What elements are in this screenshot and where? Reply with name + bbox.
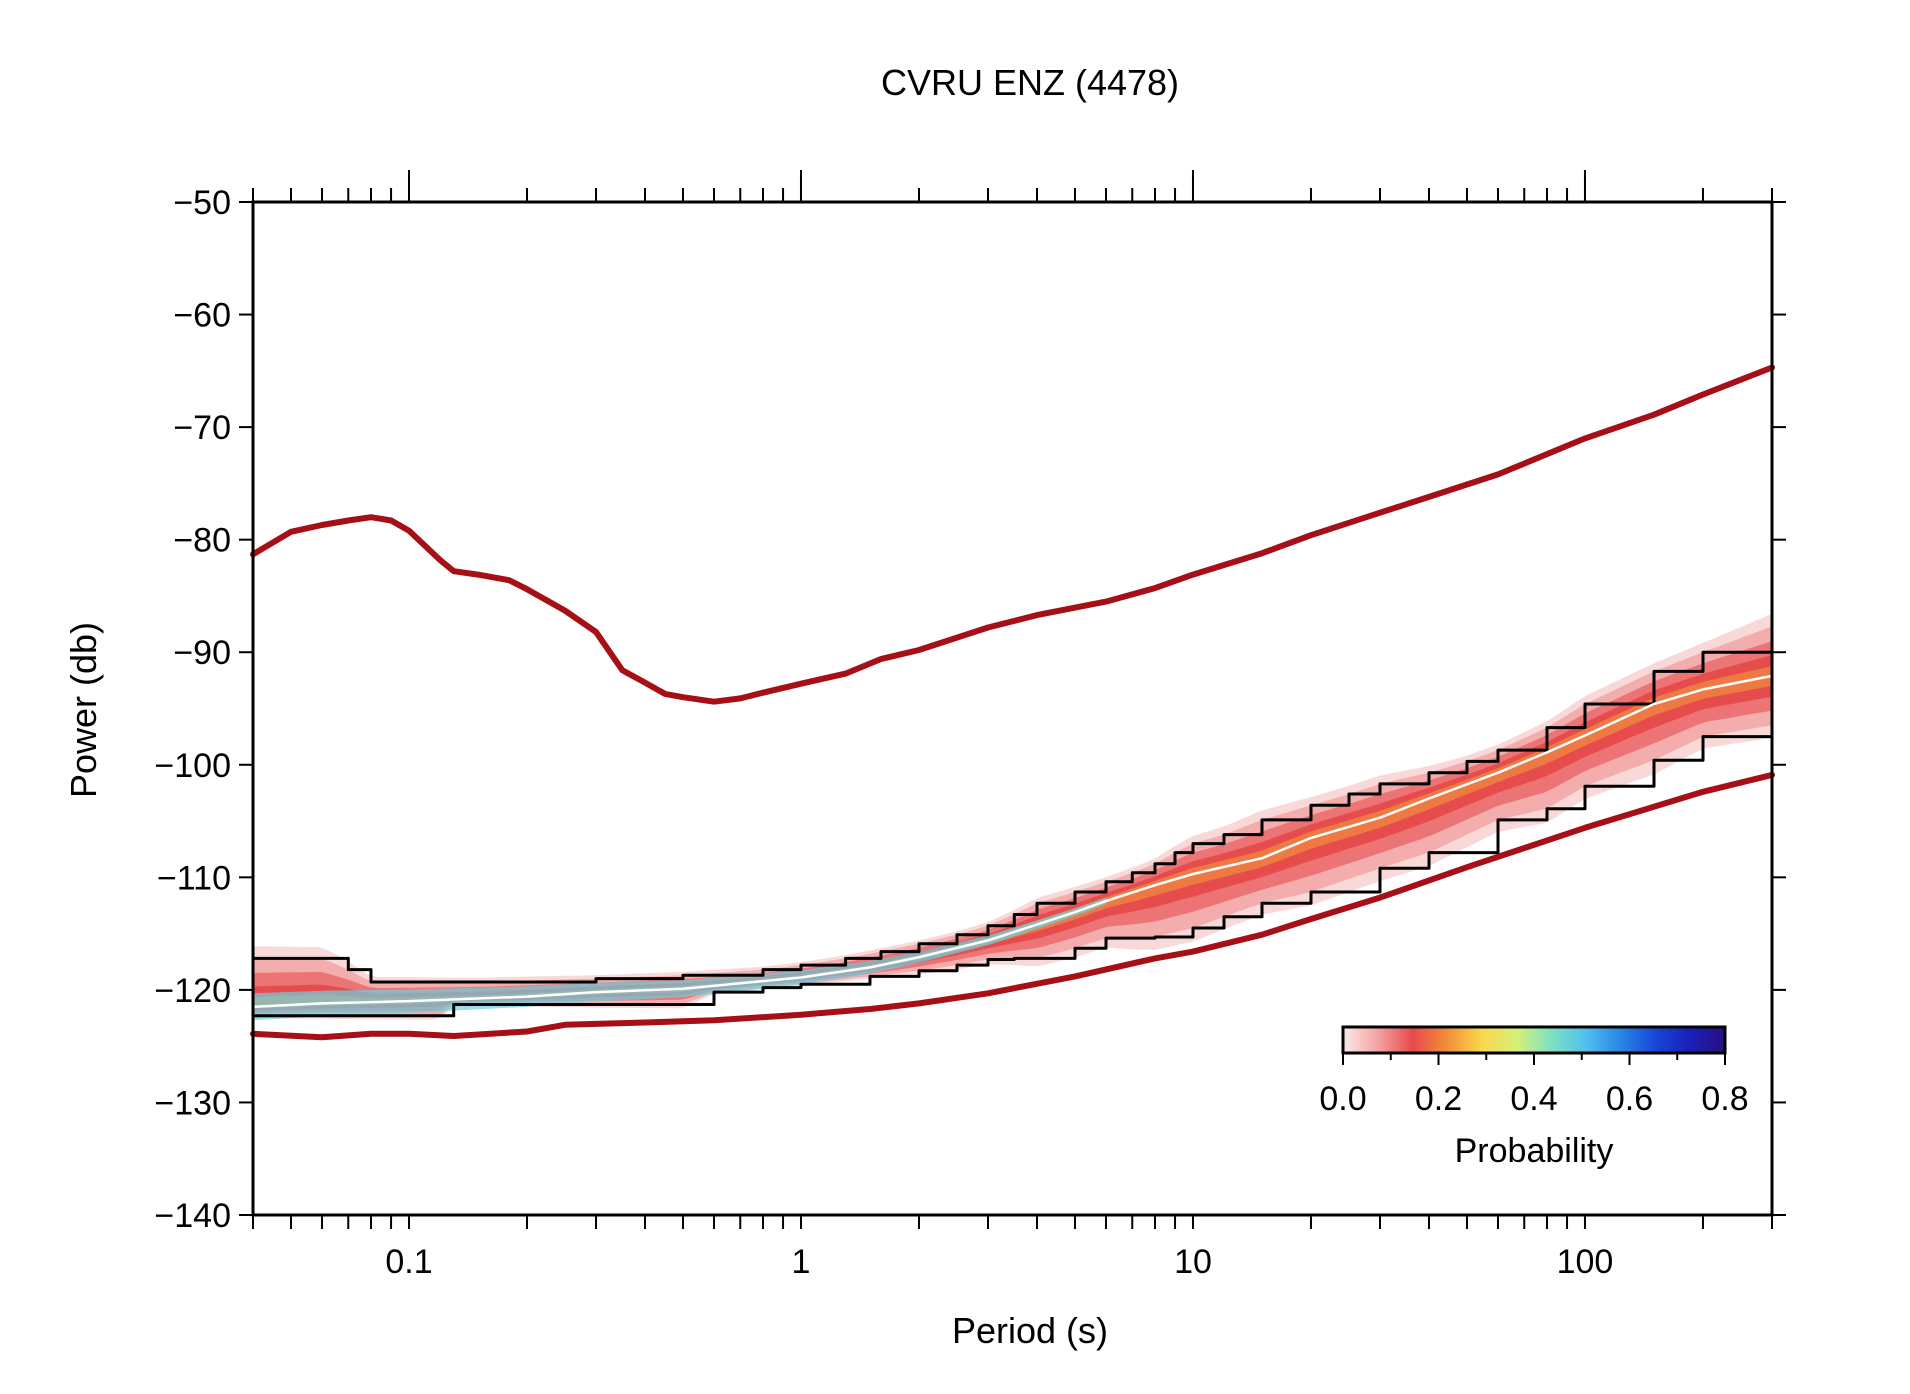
y-tick-label: −140: [154, 1197, 231, 1235]
colorbar-tick-label: 0.4: [1510, 1080, 1557, 1118]
series-line-model-high: [250, 364, 1775, 705]
y-tick-label: −80: [173, 522, 231, 560]
y-axis-label: Power (db): [63, 622, 104, 798]
colorbar-tick-label: 0.2: [1415, 1080, 1462, 1118]
y-tick-label: −120: [154, 972, 231, 1010]
colorbar-gradient: [1341, 1025, 1727, 1055]
density-layer-4: [253, 655, 1772, 1011]
y-tick-label: −70: [173, 409, 231, 447]
y-tick-label: −50: [173, 184, 231, 222]
probability-density-band: [253, 614, 1772, 1021]
series-line-percentile-lower: [251, 723, 1774, 1018]
density-core: [253, 897, 1106, 1021]
colorbar-tick-label: 0.0: [1319, 1080, 1366, 1118]
x-tick-label: 100: [1557, 1243, 1614, 1281]
y-tick-label: −130: [154, 1084, 231, 1122]
colorbar-tick-label: 0.6: [1606, 1080, 1653, 1118]
colorbar: 0.0 0.2 0.4 0.6 0.8 Probability: [1319, 1025, 1749, 1170]
chart-title: CVRU ENZ (4478): [881, 62, 1179, 103]
x-tick-label: 1: [792, 1243, 811, 1281]
y-tick-label: −100: [154, 747, 231, 785]
y-tick-label: −110: [157, 859, 231, 897]
series-line-mode: [251, 674, 1774, 1009]
series-line-percentile-upper: [251, 624, 1774, 984]
x-tick-label: 10: [1174, 1243, 1212, 1281]
colorbar-tick-label: 0.8: [1701, 1080, 1748, 1118]
plot-frame: [251, 200, 1774, 1217]
series-layer: [250, 364, 1775, 1041]
y-tick-label: −60: [173, 297, 231, 335]
y-tick-label: −90: [173, 634, 231, 672]
colorbar-label: Probability: [1455, 1132, 1614, 1170]
series-line-model-low: [250, 771, 1775, 1041]
axes: 0.1 1 10 100 −50 −60 −70 −80 −90 −100 −110 −120 −130…: [154, 170, 1786, 1281]
x-tick-label: 0.1: [385, 1243, 432, 1281]
x-axis-label: Period (s): [952, 1310, 1108, 1351]
